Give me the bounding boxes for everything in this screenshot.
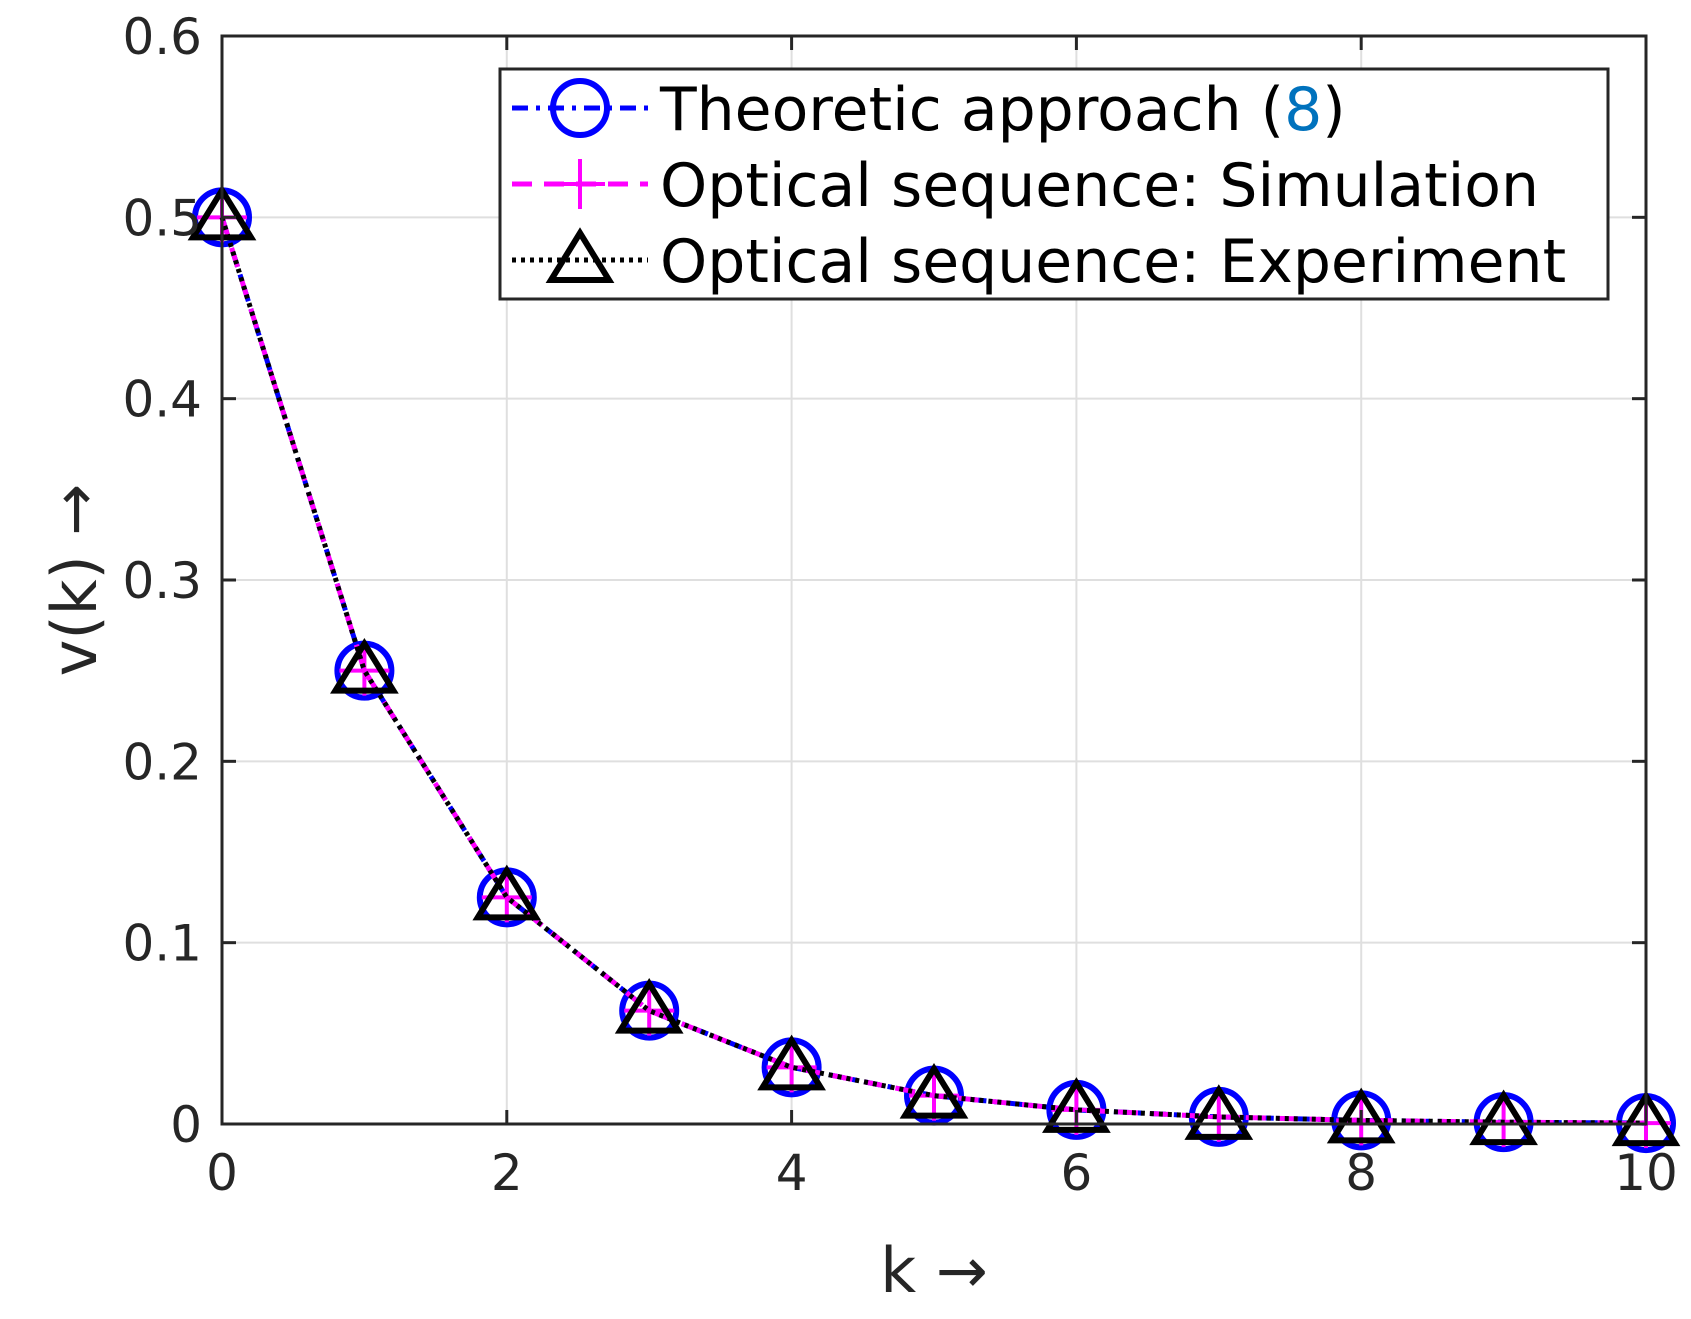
- tick-marks: [220, 34, 1648, 1126]
- y-tick-label: 0.2: [122, 733, 202, 791]
- y-tick-label: 0.6: [122, 8, 202, 66]
- x-tick-label: 8: [1345, 1144, 1377, 1202]
- data-point-triangle: [757, 1034, 826, 1091]
- data-point-triangle: [1042, 1077, 1111, 1133]
- data-point-triangle: [545, 227, 615, 283]
- legend: Theoretic approach (8)Optical sequence: …: [498, 67, 1610, 301]
- y-tick-labels: 0 0.1 0.2 0.3 0.4 0.5 0.6: [122, 8, 202, 1154]
- legend-label: Optical sequence: Simulation: [660, 151, 1539, 221]
- legend-entry-3: Optical sequence: Experiment: [512, 227, 1566, 297]
- x-tick-label: 4: [776, 1144, 808, 1202]
- data-point-circle: [550, 78, 610, 138]
- y-tick-label: 0: [170, 1096, 202, 1154]
- legend-entry-1: Theoretic approach (8): [512, 75, 1346, 145]
- x-tick-label: 10: [1614, 1144, 1678, 1202]
- data-point-triangle: [472, 864, 542, 921]
- legend-label: Theoretic approach (8): [659, 75, 1346, 145]
- data-point-triangle: [1611, 1090, 1681, 1147]
- y-tick-label: 0.5: [122, 189, 202, 247]
- data-point-triangle: [614, 977, 684, 1034]
- y-tick-label: 0.1: [122, 915, 202, 973]
- x-tick-label: 6: [1060, 1144, 1092, 1202]
- x-tick-label: 0: [206, 1144, 238, 1202]
- y-axis-label: v(k) →: [38, 484, 111, 677]
- y-tick-label: 0.3: [122, 552, 202, 610]
- equation-reference[interactable]: 8: [1284, 75, 1322, 145]
- legend-box: [498, 67, 1610, 301]
- x-axis-label: k →: [880, 1234, 988, 1307]
- x-tick-label: 2: [491, 1144, 523, 1202]
- data-point-triangle: [1469, 1089, 1538, 1146]
- data-point-triangle: [1326, 1087, 1396, 1144]
- series-3: [187, 184, 1681, 1147]
- legend-label: Optical sequence: Experiment: [660, 227, 1566, 297]
- legend-entry-2: Optical sequence: Simulation: [512, 151, 1539, 221]
- data-point-triangle: [1184, 1084, 1254, 1140]
- data-point-triangle: [330, 637, 399, 694]
- data-point-plus: [555, 159, 605, 209]
- y-tick-label: 0.4: [122, 371, 202, 429]
- x-tick-labels: 0 2 4 6 8 10: [206, 1144, 1678, 1202]
- data-point-triangle: [899, 1062, 969, 1119]
